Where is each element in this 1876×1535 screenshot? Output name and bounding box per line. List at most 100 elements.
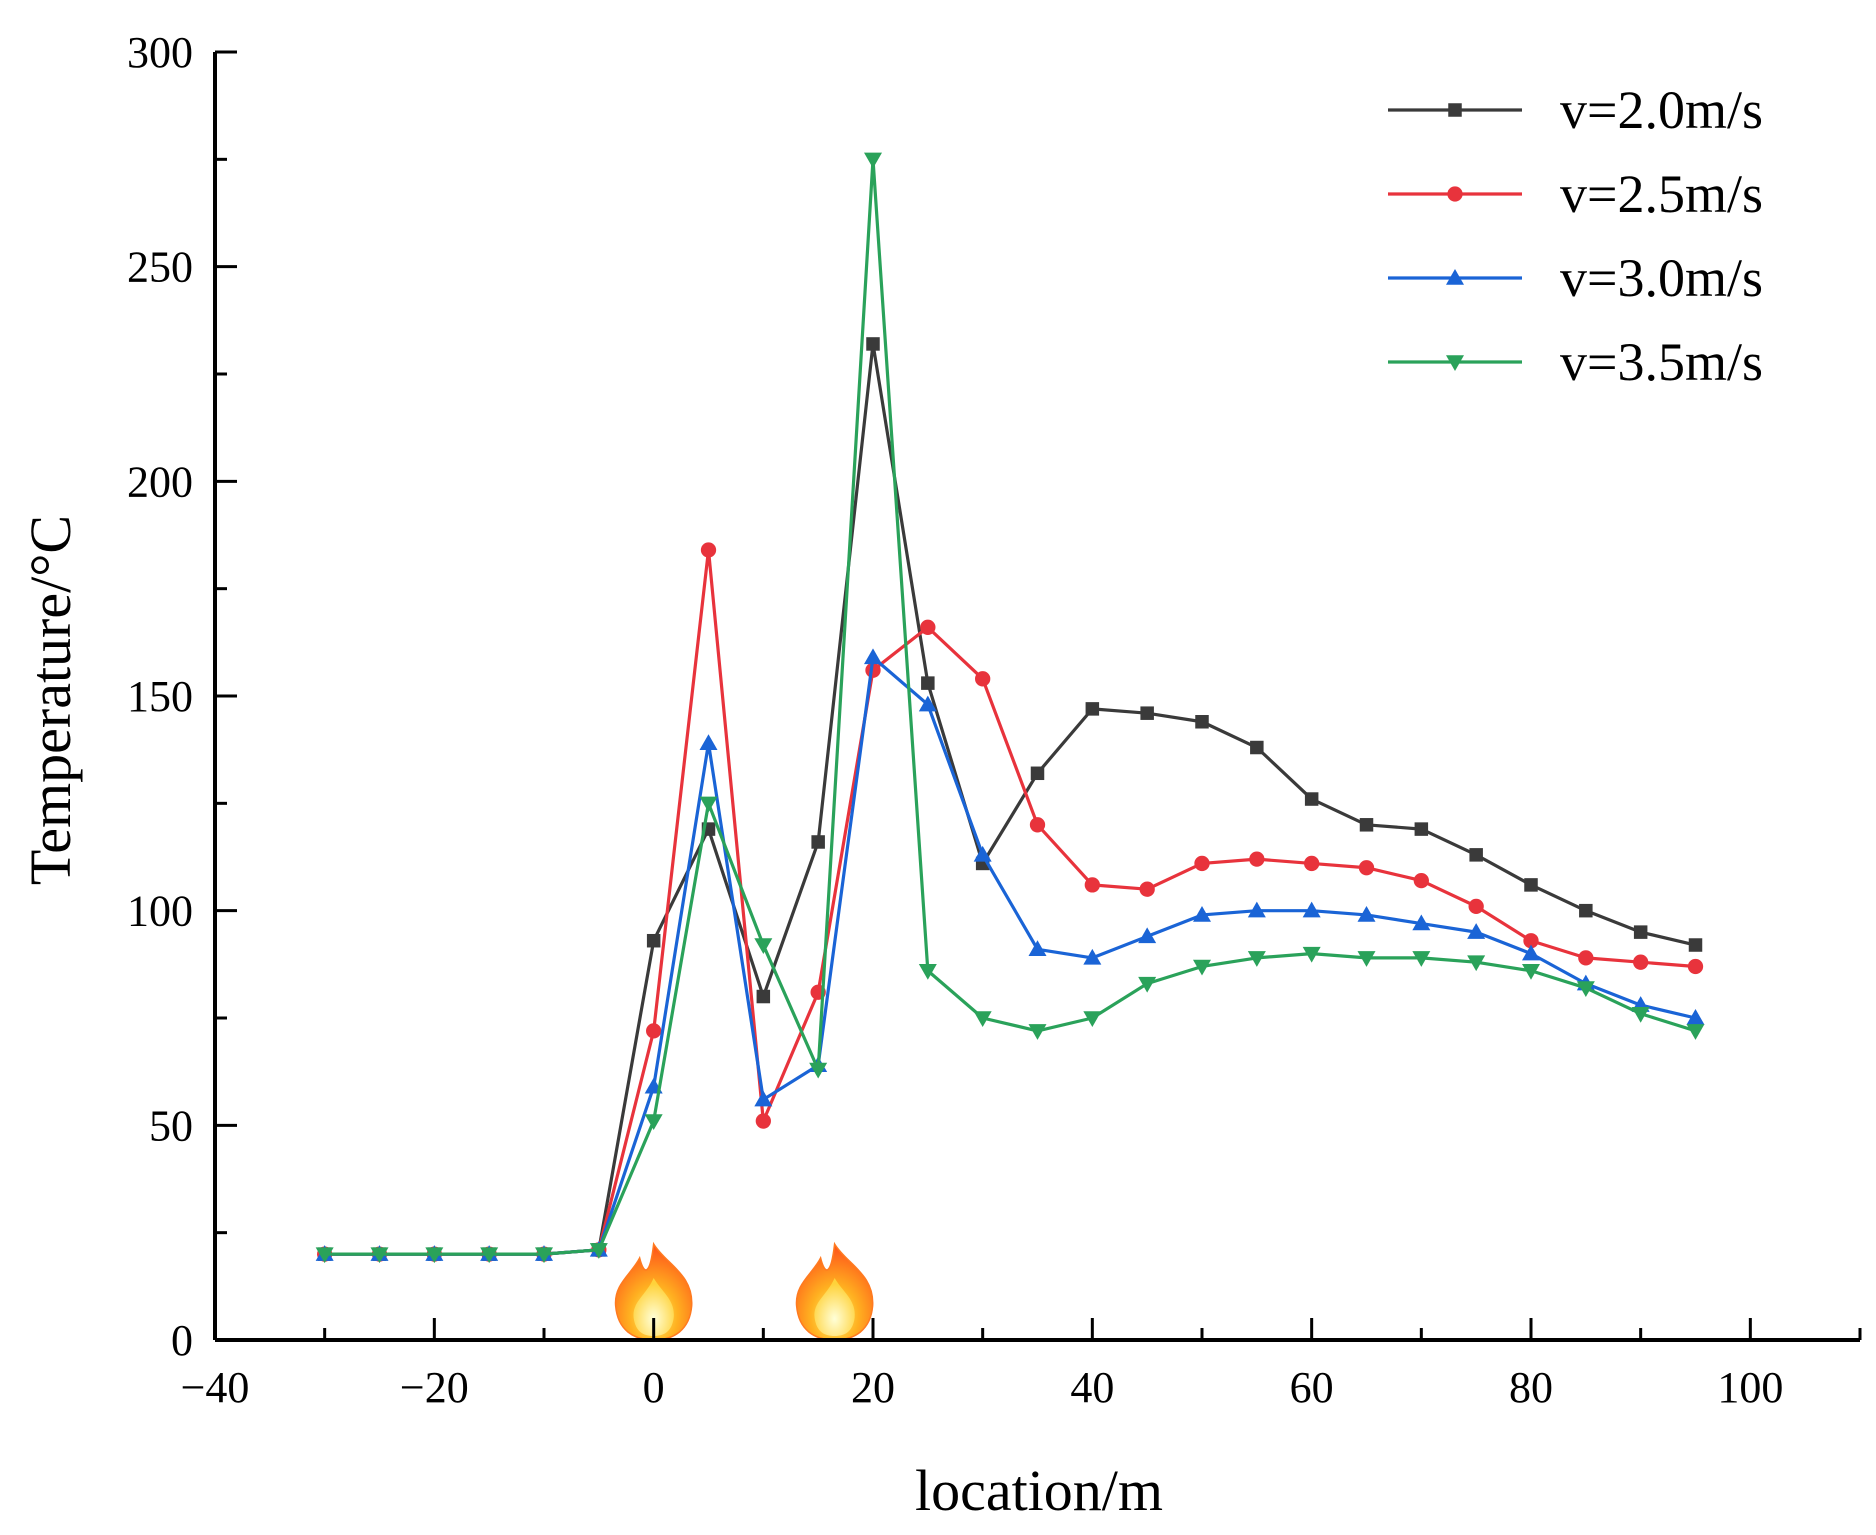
data-point <box>1138 976 1157 993</box>
data-point <box>646 1023 662 1039</box>
data-point <box>1193 959 1211 976</box>
data-point <box>1028 940 1047 957</box>
data-point <box>700 542 717 558</box>
y-ticks: 0 50 100 150 200 250 300 <box>127 28 237 1365</box>
y-tick-label: 100 <box>127 887 193 936</box>
data-point <box>1083 1011 1102 1027</box>
legend-label: v=3.5m/s <box>1560 332 1763 392</box>
data-point <box>1522 964 1540 980</box>
legend-label: v=2.0m/s <box>1560 80 1763 140</box>
data-point <box>920 619 936 635</box>
data-point <box>921 676 935 690</box>
legend-entry: v=3.5m/s <box>1388 332 1763 392</box>
data-point <box>699 796 718 813</box>
series-line <box>324 157 1696 1256</box>
data-point <box>370 1247 389 1264</box>
legend: v=2.0m/s v=2.5m/s v=3.0m/s v=3.5m/s <box>1388 80 1763 392</box>
data-point <box>1359 818 1374 832</box>
data-point <box>1467 923 1486 939</box>
data-point <box>699 734 718 750</box>
data-point <box>535 1247 553 1264</box>
data-point <box>864 648 882 665</box>
data-point <box>1249 851 1265 867</box>
data-point <box>1412 951 1431 967</box>
legend-swatch-marker <box>1446 269 1464 285</box>
data-point <box>1467 955 1486 972</box>
data-point <box>973 845 992 862</box>
data-point <box>1687 958 1704 975</box>
data-point <box>1139 881 1155 897</box>
data-point <box>480 1247 499 1264</box>
data-point <box>1138 927 1157 944</box>
x-tick-label: −40 <box>181 1363 250 1412</box>
data-point <box>1304 855 1320 872</box>
data-point <box>1631 1006 1650 1023</box>
legend-label: v=3.0m/s <box>1560 248 1763 308</box>
data-point <box>864 152 882 169</box>
data-point <box>1358 860 1375 876</box>
data-point <box>1686 1009 1705 1025</box>
y-tick-label: 50 <box>149 1101 193 1150</box>
y-tick-label: 250 <box>127 243 193 292</box>
x-tick-label: −20 <box>400 1363 469 1412</box>
series-lines <box>315 152 1705 1264</box>
fire-icon <box>795 1241 874 1341</box>
data-point <box>1523 933 1539 949</box>
legend-label: v=2.5m/s <box>1560 164 1763 224</box>
data-point <box>918 964 937 980</box>
legend-entry: v=3.0m/s <box>1388 248 1763 308</box>
legend-swatch-marker <box>1447 186 1463 202</box>
data-point <box>756 989 771 1004</box>
data-point <box>425 1247 444 1264</box>
x-tick-label: 80 <box>1509 1363 1553 1412</box>
data-point <box>754 938 773 955</box>
series-4 <box>315 152 1705 1264</box>
data-point <box>1688 938 1703 952</box>
data-point <box>1413 872 1429 889</box>
data-point <box>315 1247 334 1264</box>
data-point <box>918 695 937 712</box>
data-point <box>1250 740 1264 755</box>
y-tick-label: 0 <box>171 1316 193 1365</box>
legend-entry: v=2.0m/s <box>1388 80 1763 140</box>
series-3 <box>315 648 1705 1261</box>
x-tick-label: 40 <box>1070 1363 1114 1412</box>
data-point <box>1412 914 1431 931</box>
data-point <box>1633 925 1648 939</box>
y-tick-label: 200 <box>127 457 193 506</box>
data-point <box>589 1243 608 1259</box>
data-point <box>1084 877 1100 893</box>
fire-icon <box>614 1241 693 1341</box>
legend-swatch-marker <box>1446 355 1464 371</box>
data-point <box>1302 901 1321 918</box>
y-tick-label: 300 <box>127 28 193 77</box>
data-point <box>1633 954 1649 970</box>
data-point <box>1579 903 1593 918</box>
x-tick-label: 0 <box>643 1363 665 1412</box>
data-point <box>1522 944 1540 961</box>
x-tick-label: 20 <box>851 1363 895 1412</box>
x-tick-label: 100 <box>1717 1363 1783 1412</box>
data-point <box>1302 946 1321 963</box>
series-1 <box>317 337 1703 1261</box>
data-point <box>1195 715 1209 729</box>
data-point <box>1414 822 1429 836</box>
data-point <box>755 1113 771 1129</box>
fire-annotations <box>614 1241 874 1341</box>
data-point <box>1357 905 1376 922</box>
data-point <box>1578 950 1594 966</box>
data-point <box>811 835 825 849</box>
data-point <box>1193 905 1211 922</box>
y-axis-title: Temperature/°C <box>18 515 83 885</box>
data-point <box>1524 878 1538 892</box>
data-point <box>975 671 991 687</box>
flame-inner <box>814 1278 855 1336</box>
data-point <box>1085 702 1100 716</box>
data-point <box>1194 855 1210 872</box>
x-ticks: −40 −20 0 20 40 60 80 100 <box>181 1318 1862 1412</box>
data-point <box>1140 706 1154 720</box>
flame-inner <box>633 1278 674 1336</box>
data-point <box>1576 981 1595 997</box>
data-point <box>1686 1024 1705 1040</box>
data-point <box>754 1090 773 1107</box>
